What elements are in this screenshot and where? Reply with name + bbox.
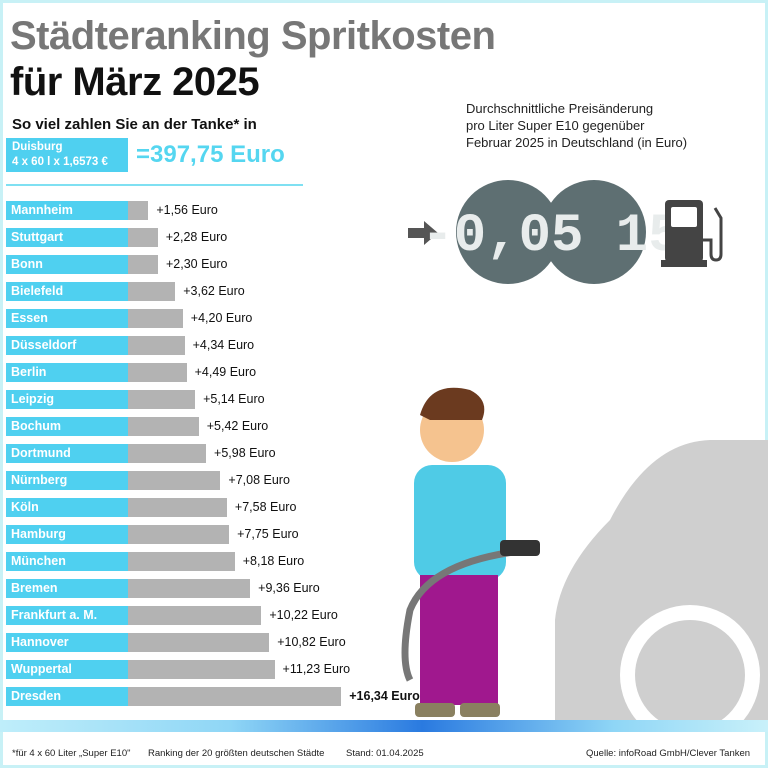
bar-value-label: +10,22 Euro bbox=[269, 608, 338, 622]
display-circle-left bbox=[456, 180, 560, 284]
bar-value-label: +9,36 Euro bbox=[258, 581, 320, 595]
footer-date: Stand: 01.04.2025 bbox=[346, 748, 424, 759]
bar bbox=[128, 633, 270, 652]
bar-value-label: +2,30 Euro bbox=[166, 257, 228, 271]
bar-category-label: Hannover bbox=[6, 633, 128, 652]
reference-formula: 4 x 60 l x 1,6573 € bbox=[12, 156, 108, 168]
bar-value-label: +10,82 Euro bbox=[277, 635, 346, 649]
bar-value-label: +8,18 Euro bbox=[242, 554, 305, 568]
bar bbox=[128, 606, 262, 625]
illustration bbox=[401, 387, 768, 725]
title-line-1: Städteranking Spritkosten bbox=[10, 14, 496, 58]
bar-category-label: Frankfurt a. M. bbox=[6, 606, 128, 625]
fuel-pump-icon bbox=[661, 200, 723, 267]
person-shirt bbox=[414, 465, 506, 580]
reference-box: Duisburg 4 x 60 l x 1,6573 € bbox=[6, 138, 128, 172]
bar bbox=[128, 201, 149, 220]
bar bbox=[128, 363, 187, 382]
bar-category-label: Leipzig bbox=[6, 390, 128, 409]
bar-value-label: +5,14 Euro bbox=[203, 392, 265, 406]
bar-value-label: +11,23 Euro bbox=[282, 662, 351, 676]
bar-value-label: +7,58 Euro bbox=[234, 500, 297, 514]
bar-value-label: +5,42 Euro bbox=[206, 419, 269, 433]
bar bbox=[128, 687, 342, 706]
title-line-2: für März 2025 bbox=[10, 60, 260, 104]
bar-category-label: Nürnberg bbox=[6, 471, 128, 490]
bar-value-label: +4,34 Euro bbox=[192, 338, 255, 352]
bar-category-label: Hamburg bbox=[6, 525, 128, 544]
subtitle: So viel zahlen Sie an der Tanke* in bbox=[12, 116, 257, 133]
caption-line: Durchschnittliche Preisänderung bbox=[466, 101, 654, 116]
bar bbox=[128, 417, 199, 436]
bar-value-label: +7,75 Euro bbox=[237, 527, 299, 541]
decor-strip bbox=[0, 720, 768, 732]
arrow-right-icon bbox=[408, 221, 438, 245]
price-change-graphic: -0,05 15 bbox=[408, 180, 723, 284]
bar-category-label: Dortmund bbox=[6, 444, 128, 463]
bar bbox=[128, 336, 185, 355]
bar bbox=[128, 498, 227, 517]
bar bbox=[128, 309, 183, 328]
bar-category-label: Bonn bbox=[6, 255, 128, 274]
bar bbox=[128, 255, 158, 274]
bar bbox=[128, 579, 251, 598]
caption-line: pro Liter Super E10 gegenüber bbox=[466, 118, 645, 133]
fuel-hose bbox=[401, 546, 531, 682]
fuel-nozzle bbox=[500, 540, 540, 556]
display-circle-right bbox=[542, 180, 646, 284]
caption-line: Februar 2025 in Deutschland (in Euro) bbox=[466, 135, 688, 150]
bar bbox=[128, 444, 207, 463]
price-change-caption: Durchschnittliche Preisänderung pro Lite… bbox=[466, 100, 687, 151]
bar bbox=[128, 282, 176, 301]
price-change-value: -0,05 15 bbox=[421, 206, 680, 267]
bar-category-label: München bbox=[6, 552, 128, 571]
bar-value-label: +1,56 Euro bbox=[156, 203, 218, 217]
bar-category-label: Bremen bbox=[6, 579, 128, 598]
bar-category-label: Stuttgart bbox=[6, 228, 128, 247]
bar bbox=[128, 525, 230, 544]
footer-source: Quelle: infoRoad GmbH/Clever Tanken bbox=[586, 748, 751, 759]
bar bbox=[128, 228, 158, 247]
person-pants bbox=[420, 575, 498, 705]
bar-category-label: Mannheim bbox=[6, 201, 128, 220]
bar-value-label: +4,20 Euro bbox=[190, 311, 253, 325]
bar bbox=[128, 471, 221, 490]
bar-category-label: Köln bbox=[6, 498, 128, 517]
footer-note: *für 4 x 60 Liter „Super E10" bbox=[12, 748, 131, 759]
bar-category-label: Wuppertal bbox=[6, 660, 128, 679]
bar-value-label: +4,49 Euro bbox=[194, 365, 257, 379]
footer-ranking: Ranking der 20 größten deutschen Städte bbox=[148, 748, 325, 759]
bar bbox=[128, 552, 235, 571]
bar-value-label: +7,08 Euro bbox=[228, 473, 290, 487]
bar-value-label: +3,62 Euro bbox=[183, 284, 245, 298]
reference-total: =397,75 Euro bbox=[136, 141, 285, 168]
bar-category-label: Dresden bbox=[6, 687, 128, 706]
bar-value-label: +5,98 Euro bbox=[214, 446, 276, 460]
bar bbox=[128, 390, 196, 409]
bar-category-label: Berlin bbox=[6, 363, 128, 382]
bar-category-label: Essen bbox=[6, 309, 128, 328]
bar-value-label: +2,28 Euro bbox=[165, 230, 228, 244]
reference-city: Duisburg bbox=[12, 141, 63, 153]
divider bbox=[6, 184, 303, 186]
bar-category-label: Düsseldorf bbox=[6, 336, 128, 355]
bar-category-label: Bielefeld bbox=[6, 282, 128, 301]
bar-value-label: +16,34 Euro bbox=[349, 689, 420, 703]
bar bbox=[128, 660, 275, 679]
bar-category-label: Bochum bbox=[6, 417, 128, 436]
